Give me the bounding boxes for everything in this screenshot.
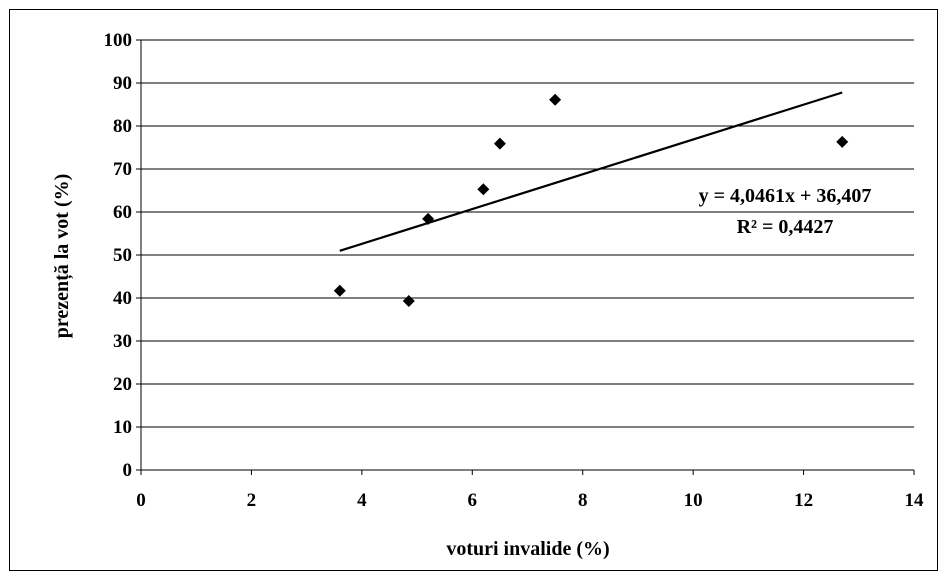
- y-tick-label-80: 80: [113, 116, 132, 137]
- y-tick-label-50: 50: [113, 245, 132, 266]
- data-point-0: [333, 284, 346, 297]
- x-tick-label-8: 8: [578, 490, 588, 511]
- trendline-group: [339, 91, 843, 252]
- trendline-r-squared: R² = 0,4427: [737, 216, 834, 238]
- data-point-4: [493, 137, 506, 150]
- data-points: [333, 93, 849, 308]
- y-axis-title: prezență la vot (%): [51, 174, 74, 339]
- data-point-2: [422, 212, 435, 225]
- y-tick-label-40: 40: [113, 288, 132, 309]
- data-point-1: [402, 295, 415, 308]
- y-tick-label-20: 20: [113, 374, 132, 395]
- y-tick-label-10: 10: [113, 417, 132, 438]
- y-tick-label-70: 70: [113, 159, 132, 180]
- trendline: [339, 91, 843, 252]
- y-tick-label-30: 30: [113, 331, 132, 352]
- y-tick-label-0: 0: [123, 460, 133, 481]
- x-tick-labels: 0 2 4 6 8 10 12 14: [136, 490, 924, 511]
- data-point-3: [477, 183, 490, 196]
- trendline-equation: y = 4,0461x + 36,407: [699, 185, 872, 207]
- x-tick-label-2: 2: [247, 490, 257, 511]
- axes: [136, 39, 915, 475]
- x-tick-label-4: 4: [357, 490, 367, 511]
- x-tick-label-6: 6: [468, 490, 478, 511]
- data-point-6: [836, 135, 849, 148]
- data-point-5: [549, 93, 562, 106]
- x-tick-label-0: 0: [136, 490, 146, 511]
- y-tick-labels: 0 10 20 30 40 50 60 70 80 90 100: [104, 30, 133, 481]
- gridlines: [141, 39, 914, 428]
- x-axis-title: voturi invalide (%): [446, 538, 609, 560]
- y-tick-label-60: 60: [113, 202, 132, 223]
- y-tick-label-100: 100: [104, 30, 133, 51]
- x-tick-label-12: 12: [794, 490, 813, 511]
- x-tick-label-14: 14: [905, 490, 925, 511]
- x-tick-label-10: 10: [684, 490, 703, 511]
- y-tick-label-90: 90: [113, 73, 132, 94]
- chart-frame: [9, 9, 938, 571]
